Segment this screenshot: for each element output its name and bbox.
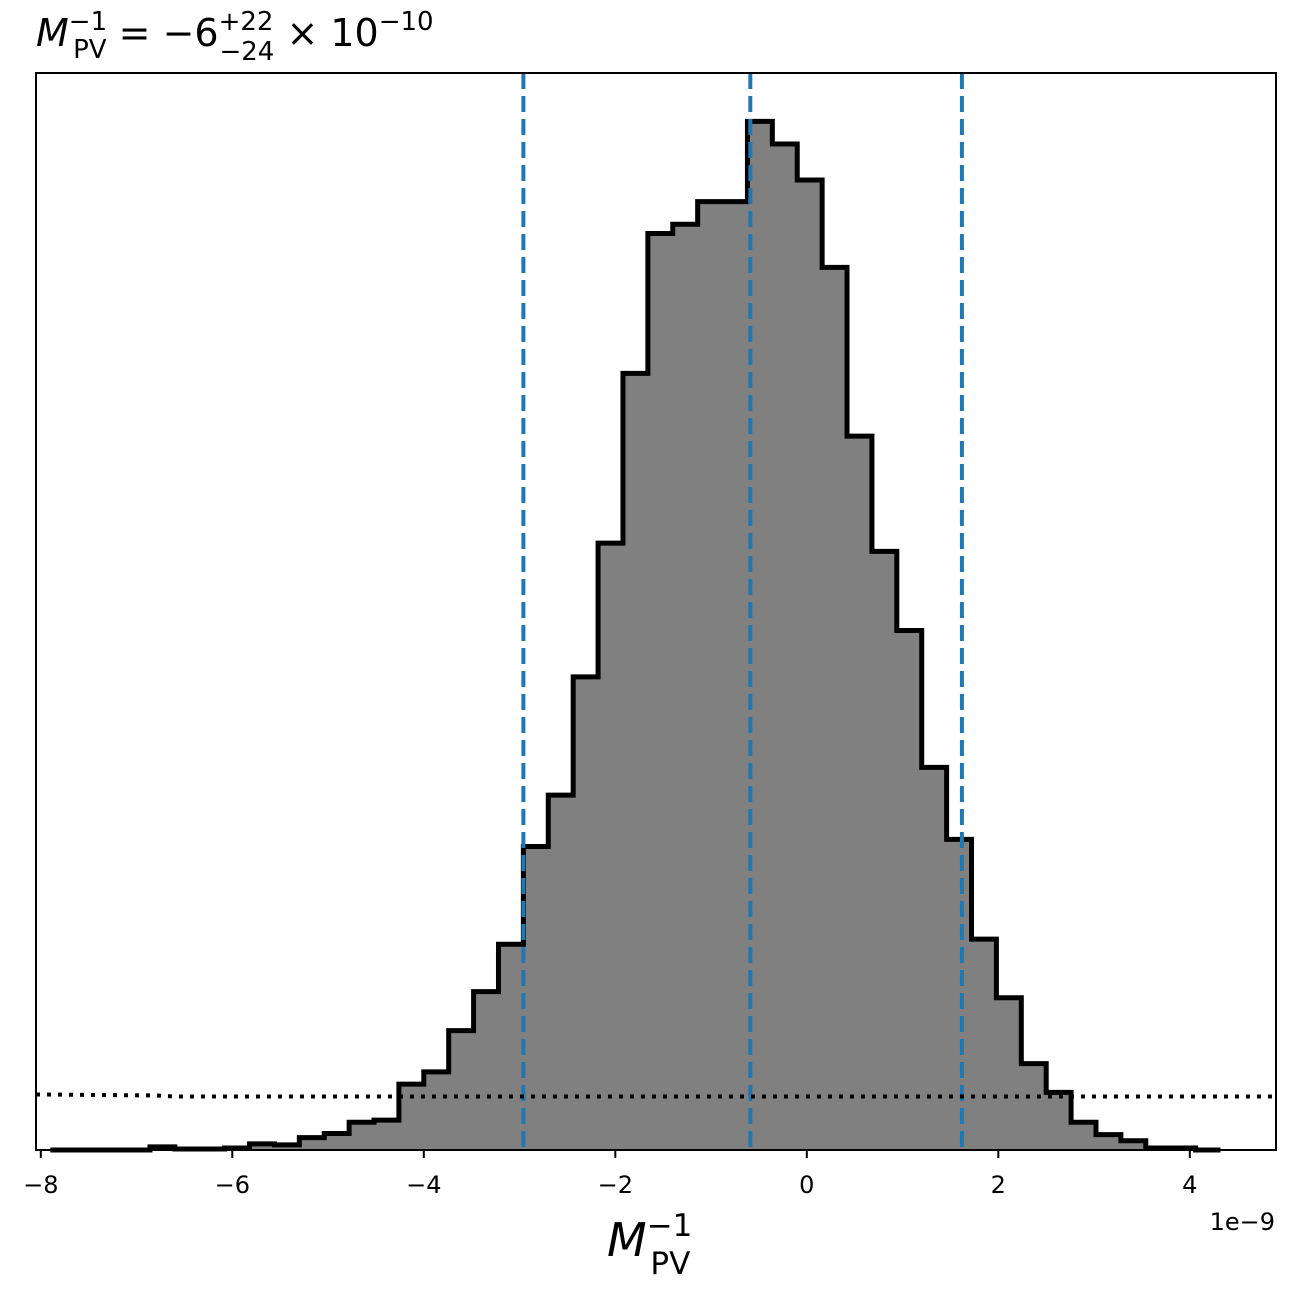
histogram-bar xyxy=(822,267,848,1150)
histogram-bar xyxy=(946,839,973,1150)
histogram-outline xyxy=(50,118,1221,1153)
x-tick-label: −6 xyxy=(215,1171,250,1199)
title-times: × 10 xyxy=(274,11,378,55)
histogram-bar xyxy=(573,676,599,1150)
histogram-bar xyxy=(1120,1140,1147,1150)
histogram-bar xyxy=(622,373,649,1150)
histogram-bar xyxy=(548,795,574,1150)
histogram-bar xyxy=(1095,1134,1122,1150)
histogram-bar xyxy=(672,224,699,1150)
histogram-bar xyxy=(1071,1122,1097,1150)
x-tick-label: 0 xyxy=(799,1171,814,1199)
title-sub: PV xyxy=(73,35,107,65)
histogram-bar xyxy=(324,1133,350,1150)
histogram-bar xyxy=(498,944,524,1150)
histogram-bar xyxy=(847,436,873,1150)
histogram-bar xyxy=(996,997,1022,1150)
xlabel-sup: −1 xyxy=(647,1208,693,1244)
xlabel-symbol: M xyxy=(607,1213,647,1267)
x-axis-label: M−1 PV xyxy=(607,1208,692,1282)
histogram-bar xyxy=(722,201,748,1150)
x-tick-label: −8 xyxy=(23,1171,58,1199)
histogram-bar xyxy=(274,1144,300,1150)
histogram-bar xyxy=(473,991,499,1150)
x-tick-label: −2 xyxy=(598,1171,633,1199)
histogram-bar xyxy=(249,1143,275,1150)
x-offset-label: 1e−9 xyxy=(1210,1208,1275,1236)
histogram-bar xyxy=(349,1122,375,1150)
title-err-plus: +22 xyxy=(219,7,274,37)
x-tick-label: −4 xyxy=(406,1171,441,1199)
histogram-bar xyxy=(299,1137,325,1150)
histogram-bars xyxy=(50,118,1221,1153)
histogram-bar xyxy=(1021,1063,1047,1150)
x-tick-label: 2 xyxy=(991,1171,1006,1199)
title-err-minus: −24 xyxy=(219,37,274,67)
chart-title: M−1 PV = −6+22 −24 × 10−10 xyxy=(36,7,434,67)
x-axis-ticks: −8 −6 −4 −2 0 2 4 xyxy=(23,1150,1197,1199)
histogram-bar xyxy=(772,143,798,1151)
title-symbol: M xyxy=(36,11,69,55)
plot-frame xyxy=(35,72,1277,1151)
histogram-bar xyxy=(598,543,624,1150)
xlabel-sub: PV xyxy=(650,1246,690,1282)
histogram-bar xyxy=(896,630,923,1150)
histogram-bar xyxy=(448,1030,475,1150)
histogram-bar xyxy=(871,551,898,1150)
title-sup: −1 xyxy=(69,7,107,37)
histogram-bar xyxy=(374,1120,400,1150)
histogram-bar xyxy=(971,939,997,1150)
histogram-bar xyxy=(1046,1092,1072,1150)
histogram-bar xyxy=(697,201,724,1150)
x-tick-label: 4 xyxy=(1182,1171,1197,1199)
histogram-bar xyxy=(523,846,549,1150)
histogram-bar xyxy=(647,233,674,1150)
title-exp: −10 xyxy=(379,7,434,37)
credible-interval-lines xyxy=(521,73,964,1150)
histogram-bar xyxy=(423,1071,450,1150)
histogram-bar xyxy=(921,767,948,1150)
histogram-bar xyxy=(797,179,823,1150)
histogram-bar xyxy=(398,1084,425,1150)
title-equals: = −6 xyxy=(107,11,219,55)
